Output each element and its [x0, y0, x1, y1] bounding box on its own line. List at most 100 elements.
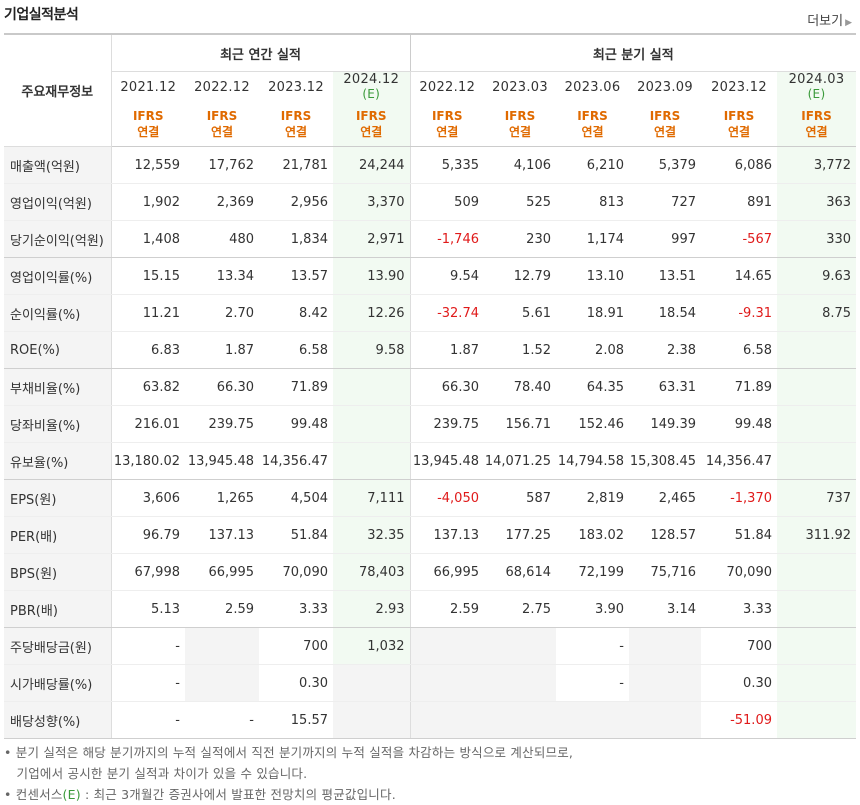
cell-value: 1.52	[484, 331, 556, 369]
table-row: 유보율(%) 13,180.02 13,945.48 14,356.47 13,945.…	[4, 442, 857, 480]
cell-value: 51.84	[701, 516, 777, 554]
cell-value: 66.30	[185, 368, 259, 406]
cell-value: 3.33	[259, 590, 333, 628]
consolidated-label: 연결	[360, 125, 383, 139]
cell-value: 63.82	[111, 368, 185, 406]
row-label: ROE(%)	[4, 331, 112, 369]
cell-value: 67,998	[111, 553, 185, 591]
cell-value: 5,335	[409, 146, 484, 184]
cell-value: 12.79	[484, 257, 556, 295]
cell-value: 13.57	[259, 257, 333, 295]
cell-value: 2.08	[556, 331, 629, 369]
table-row: 당기순이익(억원) 1,408 480 1,834 2,971 -1,746 230 1,17…	[4, 220, 857, 258]
table-row: PBR(배) 5.13 2.59 3.33 2.93 2.59 2.75 3.90 3.14 3.…	[4, 590, 857, 628]
consolidated-label: 연결	[653, 125, 677, 139]
cell-value: -1,370	[701, 479, 777, 517]
cell-value: 363	[777, 183, 857, 221]
ifrs-label: IFRS	[280, 109, 312, 123]
cell-value: 66,995	[409, 553, 484, 591]
cell-value	[185, 664, 259, 702]
cell-value: 311.92	[777, 516, 857, 554]
cell-value: 1.87	[409, 331, 484, 369]
cell-value	[333, 442, 410, 480]
cell-value: 183.02	[556, 516, 629, 554]
period-year: 2022.12	[419, 79, 476, 95]
cell-value: 587	[484, 479, 556, 517]
cell-value: 737	[777, 479, 857, 517]
cell-value: 64.35	[556, 368, 629, 406]
cell-value: 480	[185, 220, 259, 258]
cell-value: 9.54	[409, 257, 484, 295]
cell-value: 2.59	[409, 590, 484, 628]
cell-value: 727	[629, 183, 701, 221]
cell-value	[409, 701, 484, 739]
cell-value	[333, 664, 410, 702]
cell-value: 137.13	[185, 516, 259, 554]
cell-value	[409, 664, 484, 702]
cell-value	[409, 627, 484, 665]
period-year: 2024.12	[343, 72, 400, 87]
cell-value	[777, 701, 857, 739]
cell-value: 71.89	[259, 368, 333, 406]
cell-value: 2.59	[185, 590, 259, 628]
row-label: 주당배당금(원)	[4, 627, 112, 665]
cell-value: 891	[701, 183, 777, 221]
table-row: PER(배) 96.79 137.13 51.84 32.35 137.13 177.25 1…	[4, 516, 857, 554]
cell-value: 2.70	[185, 294, 259, 332]
cell-value: 13.34	[185, 257, 259, 295]
cell-value: 8.42	[259, 294, 333, 332]
table-row: 순이익률(%) 11.21 2.70 8.42 12.26 -32.74 5.61 18.91…	[4, 294, 857, 332]
footnote-est: (E)	[62, 787, 81, 802]
cell-value: 3,772	[777, 146, 857, 184]
table-row: 배당성향(%) - -15.57 -51.09	[4, 701, 857, 739]
row-label: PBR(배)	[4, 590, 112, 628]
quarterly-group-header: 최근 분기 실적	[410, 33, 857, 72]
cell-value: 509	[409, 183, 484, 221]
table-row: ROE(%) 6.83 1.87 6.58 9.58 1.87 1.52 2.08 2.38 6.…	[4, 331, 857, 369]
cell-value: 2,819	[556, 479, 629, 517]
row-label: 매출액(억원)	[4, 146, 112, 184]
consolidated-label: 연결	[436, 125, 459, 139]
cell-value	[777, 368, 857, 406]
cell-value: 14.65	[701, 257, 777, 295]
cell-value: 2,369	[185, 183, 259, 221]
ifrs-label: IFRS	[355, 109, 387, 123]
cell-value: -	[111, 701, 185, 739]
table-row: 시가배당률(%) -0.30-0.30	[4, 664, 857, 702]
chevron-right-icon: ▶	[845, 18, 852, 28]
cell-value: 230	[484, 220, 556, 258]
table-row: 부채비율(%) 63.82 66.30 71.89 66.30 78.40 64.35 63.…	[4, 368, 857, 406]
period-header: 2023.12	[701, 72, 777, 103]
cell-value: 5,379	[629, 146, 701, 184]
cell-value: 3.33	[701, 590, 777, 628]
cell-value: 3.14	[629, 590, 701, 628]
cell-value: 1,174	[556, 220, 629, 258]
cell-value: 1,834	[259, 220, 333, 258]
cell-value	[484, 701, 556, 739]
period-year: 2024.03	[788, 72, 845, 87]
cell-value: 177.25	[484, 516, 556, 554]
row-label: 당기순이익(억원)	[4, 220, 112, 258]
cell-value: 0.30	[701, 664, 777, 702]
cell-value: 2.93	[333, 590, 410, 628]
period-year: 2023.03	[492, 79, 548, 95]
more-link[interactable]: 더보기 ▶	[807, 10, 852, 29]
cell-value: 9.58	[333, 331, 410, 369]
cell-value: 66,995	[185, 553, 259, 591]
cell-value: 5.13	[111, 590, 185, 628]
ifrs-label: IFRS	[504, 109, 536, 123]
cell-value	[185, 627, 259, 665]
cell-value: 51.84	[259, 516, 333, 554]
period-year: 2023.12	[268, 79, 324, 95]
period-header: 2023.06	[556, 72, 629, 103]
label-header: 주요재무정보	[4, 33, 112, 147]
cell-value: 2,465	[629, 479, 701, 517]
row-label: 영업이익률(%)	[4, 257, 112, 295]
cell-value: -	[111, 627, 185, 665]
cell-value: 24,244	[333, 146, 410, 184]
cell-value: 3.90	[556, 590, 629, 628]
cell-value: 13,945.48	[409, 442, 484, 480]
period-year: 2023.06	[564, 79, 621, 95]
row-label: 부채비율(%)	[4, 368, 112, 406]
estimate-marker: (E)	[362, 87, 381, 101]
